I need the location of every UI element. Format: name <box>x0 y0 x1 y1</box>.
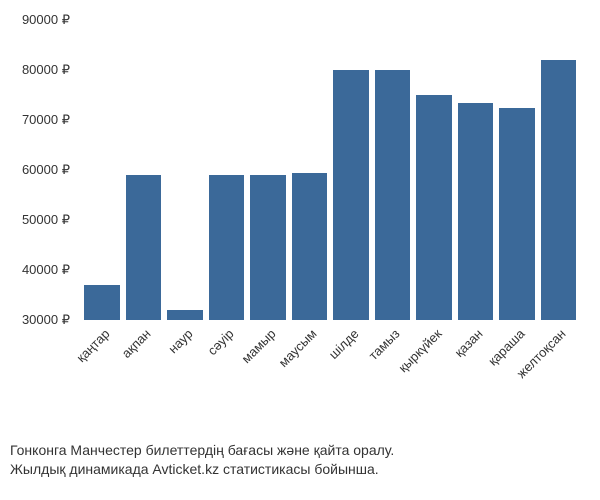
bar <box>458 103 494 321</box>
bar <box>292 173 328 321</box>
x-tick-label: қаңтар <box>73 326 112 365</box>
x-tick-label: ақпан <box>119 326 154 361</box>
bars-container <box>80 20 580 320</box>
x-axis-labels: қаңтарақпаннаурсәуірмамырмаусымшілдетамы… <box>80 324 580 444</box>
x-label-slot: наур <box>167 324 203 444</box>
y-tick-label: 90000 ₽ <box>22 12 70 28</box>
y-tick-label: 60000 ₽ <box>22 162 70 178</box>
bar <box>209 175 245 320</box>
bar <box>499 108 535 321</box>
bar <box>250 175 286 320</box>
x-label-slot: желтоқсан <box>541 324 577 444</box>
x-tick-label: тамыз <box>366 326 403 363</box>
x-tick-label: мамыр <box>238 326 278 366</box>
x-label-slot: қазан <box>458 324 494 444</box>
bar <box>416 95 452 320</box>
bar-chart <box>80 20 580 320</box>
bar <box>84 285 120 320</box>
x-label-slot: маусым <box>292 324 328 444</box>
bar <box>375 70 411 320</box>
y-tick-label: 70000 ₽ <box>22 112 70 128</box>
y-tick-label: 40000 ₽ <box>22 262 70 278</box>
x-label-slot: сәуір <box>209 324 245 444</box>
x-label-slot: шілде <box>333 324 369 444</box>
bar <box>541 60 577 320</box>
x-label-slot: тамыз <box>375 324 411 444</box>
y-tick-label: 80000 ₽ <box>22 62 70 78</box>
x-label-slot: қаңтар <box>84 324 120 444</box>
x-tick-label: сәуір <box>205 326 237 358</box>
x-tick-label: қазан <box>452 326 486 360</box>
bar <box>333 70 369 320</box>
x-label-slot: мамыр <box>250 324 286 444</box>
bar <box>167 310 203 320</box>
caption-line-1: Гонконга Манчестер билеттердің бағасы жә… <box>10 441 394 461</box>
x-tick-label: шілде <box>325 326 361 362</box>
bar <box>126 175 162 320</box>
x-label-slot: қараша <box>499 324 535 444</box>
y-axis: 30000 ₽40000 ₽50000 ₽60000 ₽70000 ₽80000… <box>0 20 78 320</box>
x-tick-label: наур <box>165 326 195 356</box>
y-tick-label: 50000 ₽ <box>22 212 70 228</box>
x-label-slot: ақпан <box>126 324 162 444</box>
x-label-slot: қыркүйек <box>416 324 452 444</box>
y-tick-label: 30000 ₽ <box>22 312 70 328</box>
caption-line-2: Жылдық динамикада Avticket.kz статистика… <box>10 460 394 480</box>
chart-caption: Гонконга Манчестер билеттердің бағасы жә… <box>10 441 394 480</box>
